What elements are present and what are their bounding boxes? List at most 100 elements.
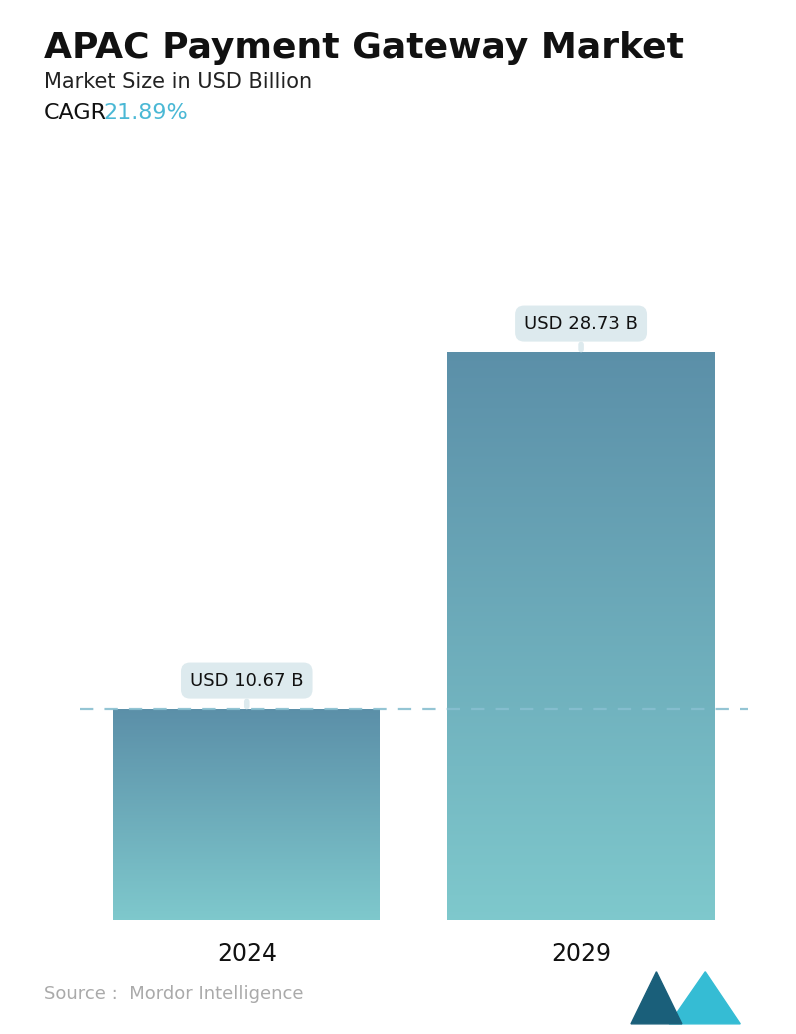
Bar xyxy=(447,484,715,486)
Bar xyxy=(447,685,715,686)
Bar xyxy=(447,442,715,444)
Bar xyxy=(447,697,715,699)
Text: Market Size in USD Billion: Market Size in USD Billion xyxy=(44,72,312,92)
Bar xyxy=(447,609,715,611)
Bar xyxy=(447,868,715,870)
Bar xyxy=(447,518,715,520)
Bar xyxy=(447,753,715,754)
Bar xyxy=(447,672,715,673)
Bar xyxy=(447,756,715,757)
Bar xyxy=(447,426,715,428)
Bar xyxy=(447,414,715,415)
Bar xyxy=(447,368,715,369)
Bar xyxy=(447,432,715,433)
Bar xyxy=(447,702,715,703)
Bar xyxy=(447,765,715,767)
Bar xyxy=(447,624,715,625)
Bar xyxy=(447,567,715,568)
Bar xyxy=(447,679,715,680)
Bar xyxy=(447,686,715,688)
Bar xyxy=(447,625,715,627)
Bar xyxy=(447,541,715,543)
Bar xyxy=(447,394,715,395)
Bar xyxy=(447,716,715,718)
Bar xyxy=(447,514,715,516)
Bar xyxy=(447,419,715,421)
Bar xyxy=(447,597,715,598)
Bar xyxy=(447,777,715,779)
Bar xyxy=(447,472,715,473)
Bar xyxy=(447,383,715,384)
Bar xyxy=(447,706,715,707)
Bar xyxy=(447,433,715,434)
Bar xyxy=(447,737,715,738)
Bar xyxy=(447,425,715,426)
Bar xyxy=(447,476,715,478)
Bar xyxy=(447,555,715,556)
Bar xyxy=(447,605,715,607)
Bar xyxy=(447,890,715,892)
Bar xyxy=(447,486,715,487)
Bar xyxy=(447,913,715,915)
Bar xyxy=(447,779,715,780)
Bar xyxy=(447,410,715,412)
Bar xyxy=(447,790,715,791)
Bar xyxy=(447,799,715,801)
Bar xyxy=(447,772,715,774)
Bar xyxy=(447,896,715,898)
Bar xyxy=(447,586,715,588)
Bar xyxy=(447,456,715,457)
Bar xyxy=(447,395,715,396)
Bar xyxy=(447,638,715,639)
Bar xyxy=(447,874,715,875)
Bar xyxy=(447,366,715,368)
Bar xyxy=(447,764,715,765)
Bar xyxy=(447,882,715,883)
Bar xyxy=(447,357,715,358)
Bar xyxy=(447,730,715,731)
Bar xyxy=(447,449,715,450)
Bar xyxy=(447,548,715,550)
Bar xyxy=(447,405,715,406)
Bar xyxy=(447,864,715,866)
Bar xyxy=(447,851,715,852)
Bar xyxy=(447,696,715,697)
Bar xyxy=(447,402,715,403)
Bar xyxy=(447,375,715,376)
Bar xyxy=(447,590,715,592)
Bar xyxy=(447,808,715,810)
Bar xyxy=(447,387,715,388)
Bar xyxy=(447,391,715,392)
Bar xyxy=(447,545,715,547)
Bar xyxy=(447,856,715,858)
Bar xyxy=(447,680,715,681)
Bar xyxy=(447,525,715,527)
Bar xyxy=(447,767,715,768)
Bar xyxy=(447,483,715,484)
Bar xyxy=(447,905,715,906)
Bar xyxy=(447,520,715,521)
Text: Source :  Mordor Intelligence: Source : Mordor Intelligence xyxy=(44,985,303,1003)
Bar xyxy=(447,798,715,799)
Bar xyxy=(447,399,715,400)
Bar xyxy=(447,643,715,645)
Bar xyxy=(447,738,715,740)
Bar xyxy=(447,495,715,497)
Bar xyxy=(447,842,715,844)
Bar xyxy=(447,844,715,845)
Bar xyxy=(447,866,715,868)
Bar xyxy=(447,524,715,525)
Bar xyxy=(447,381,715,383)
Bar xyxy=(447,570,715,571)
Bar xyxy=(447,369,715,371)
Bar xyxy=(447,761,715,763)
Bar xyxy=(447,747,715,749)
Bar xyxy=(447,561,715,562)
Bar xyxy=(447,876,715,878)
Bar xyxy=(447,714,715,716)
Bar xyxy=(447,852,715,853)
Bar xyxy=(447,360,715,361)
Bar xyxy=(447,392,715,394)
Bar xyxy=(447,491,715,493)
Bar xyxy=(447,531,715,533)
